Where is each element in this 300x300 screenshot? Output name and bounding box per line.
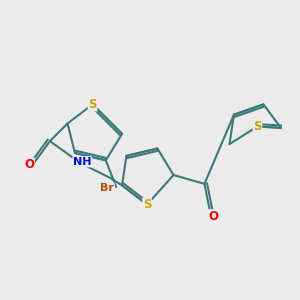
Text: S: S: [88, 98, 97, 111]
Text: Br: Br: [100, 183, 114, 193]
Text: O: O: [208, 210, 218, 223]
Text: O: O: [24, 158, 34, 171]
Text: NH: NH: [73, 157, 92, 167]
Text: S: S: [143, 198, 151, 211]
Text: S: S: [253, 120, 262, 133]
